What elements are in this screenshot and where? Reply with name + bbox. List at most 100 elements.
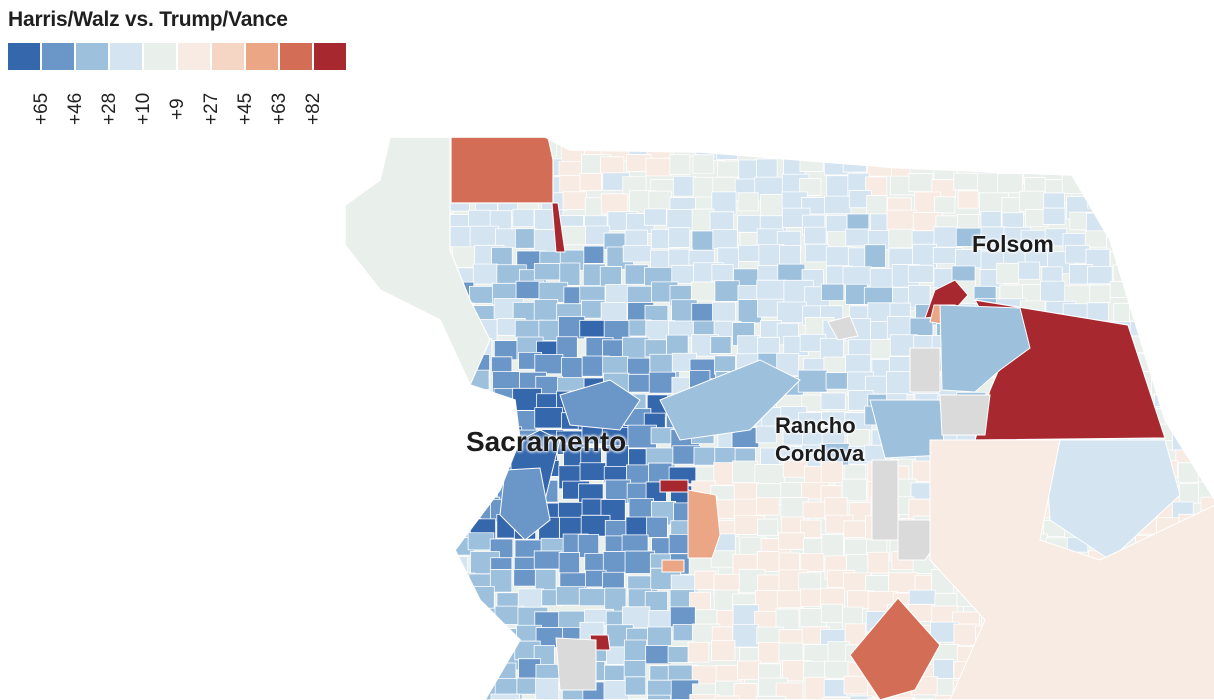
precinct [1156,340,1179,361]
precinct [1086,137,1117,157]
precinct [358,354,390,379]
precinct [360,502,389,524]
precinct [1155,232,1182,254]
precinct [957,190,979,209]
precinct [359,574,390,597]
precinct [382,604,412,628]
precinct [430,485,453,508]
precinct [841,478,867,502]
precinct [1197,174,1214,200]
precinct [1088,156,1116,174]
precinct [820,392,846,410]
precinct [1172,372,1197,393]
precinct [404,338,429,356]
precinct [1155,284,1186,303]
precinct [533,550,562,570]
precinct [933,138,956,163]
precinct [1178,174,1206,194]
precinct [1199,340,1214,365]
legend-swatches [8,43,348,70]
precinct [383,588,405,608]
precinct [1153,358,1183,382]
precinct [386,430,409,455]
precinct [782,137,809,154]
precinct [710,336,732,354]
precinct [345,535,364,557]
legend-swatch [246,43,278,70]
precinct [1194,320,1214,341]
precinct [845,228,871,247]
precinct [362,645,384,663]
precinct [624,676,647,696]
precinct [798,138,822,158]
precinct [1194,356,1214,381]
precinct [1177,160,1205,178]
precinct [737,660,761,680]
precinct [426,572,450,596]
precinct [886,209,918,232]
precinct [1175,352,1200,377]
precinct [364,659,388,681]
precinct [445,556,469,578]
precinct [776,301,808,324]
precinct [627,357,651,376]
precinct [1176,264,1198,290]
precinct [387,465,414,486]
precinct-north-strip [551,202,566,253]
precinct [490,693,521,700]
precinct [385,338,409,363]
precinct [402,552,427,572]
precinct [345,552,369,576]
precinct [1154,322,1180,345]
legend-swatch [178,43,210,70]
precinct [473,641,497,663]
precinct [359,297,389,319]
precinct [427,427,450,446]
precinct [754,137,777,153]
legend-labels: +65 +46 +28 +10 +9 +27 +45 +63 +82 [8,70,348,150]
precinct [558,552,580,576]
precinct [1018,261,1041,280]
precinct [1064,156,1094,175]
precinct [448,675,477,698]
precinct [357,626,380,648]
precinct [402,568,433,591]
precinct [671,264,697,284]
precinct [1175,228,1197,254]
precinct [406,407,429,430]
precinct [958,141,985,166]
precinct [1111,177,1140,196]
precinct [408,377,436,398]
precinct [645,157,673,177]
precinct [717,160,740,178]
precinct [429,392,452,414]
precinct [1178,339,1202,363]
precinct [512,208,535,228]
city-label-rancho-cordova: Rancho Cordova [775,413,865,466]
precinct [472,585,495,609]
precinct [1177,214,1206,232]
precinct [777,263,806,282]
precinct [358,142,385,163]
precinct [381,370,404,393]
precinct [469,393,493,417]
map-title: Harris/Walz vs. Trump/Vance [8,8,288,31]
legend-tick-label: +45 [235,92,256,126]
precinct [907,264,934,283]
precinct [1042,207,1066,225]
precinct [381,497,404,522]
precinct [821,533,844,559]
precinct [694,570,717,590]
precinct [489,569,513,593]
precinct [345,176,365,194]
precinct [359,333,390,358]
precinct-sac-east [559,379,641,431]
precinct [933,226,959,248]
precinct [1151,209,1175,234]
precinct [364,407,393,428]
precinct [363,539,385,564]
precinct [407,461,435,481]
precinct [449,480,479,503]
precinct [409,425,437,446]
